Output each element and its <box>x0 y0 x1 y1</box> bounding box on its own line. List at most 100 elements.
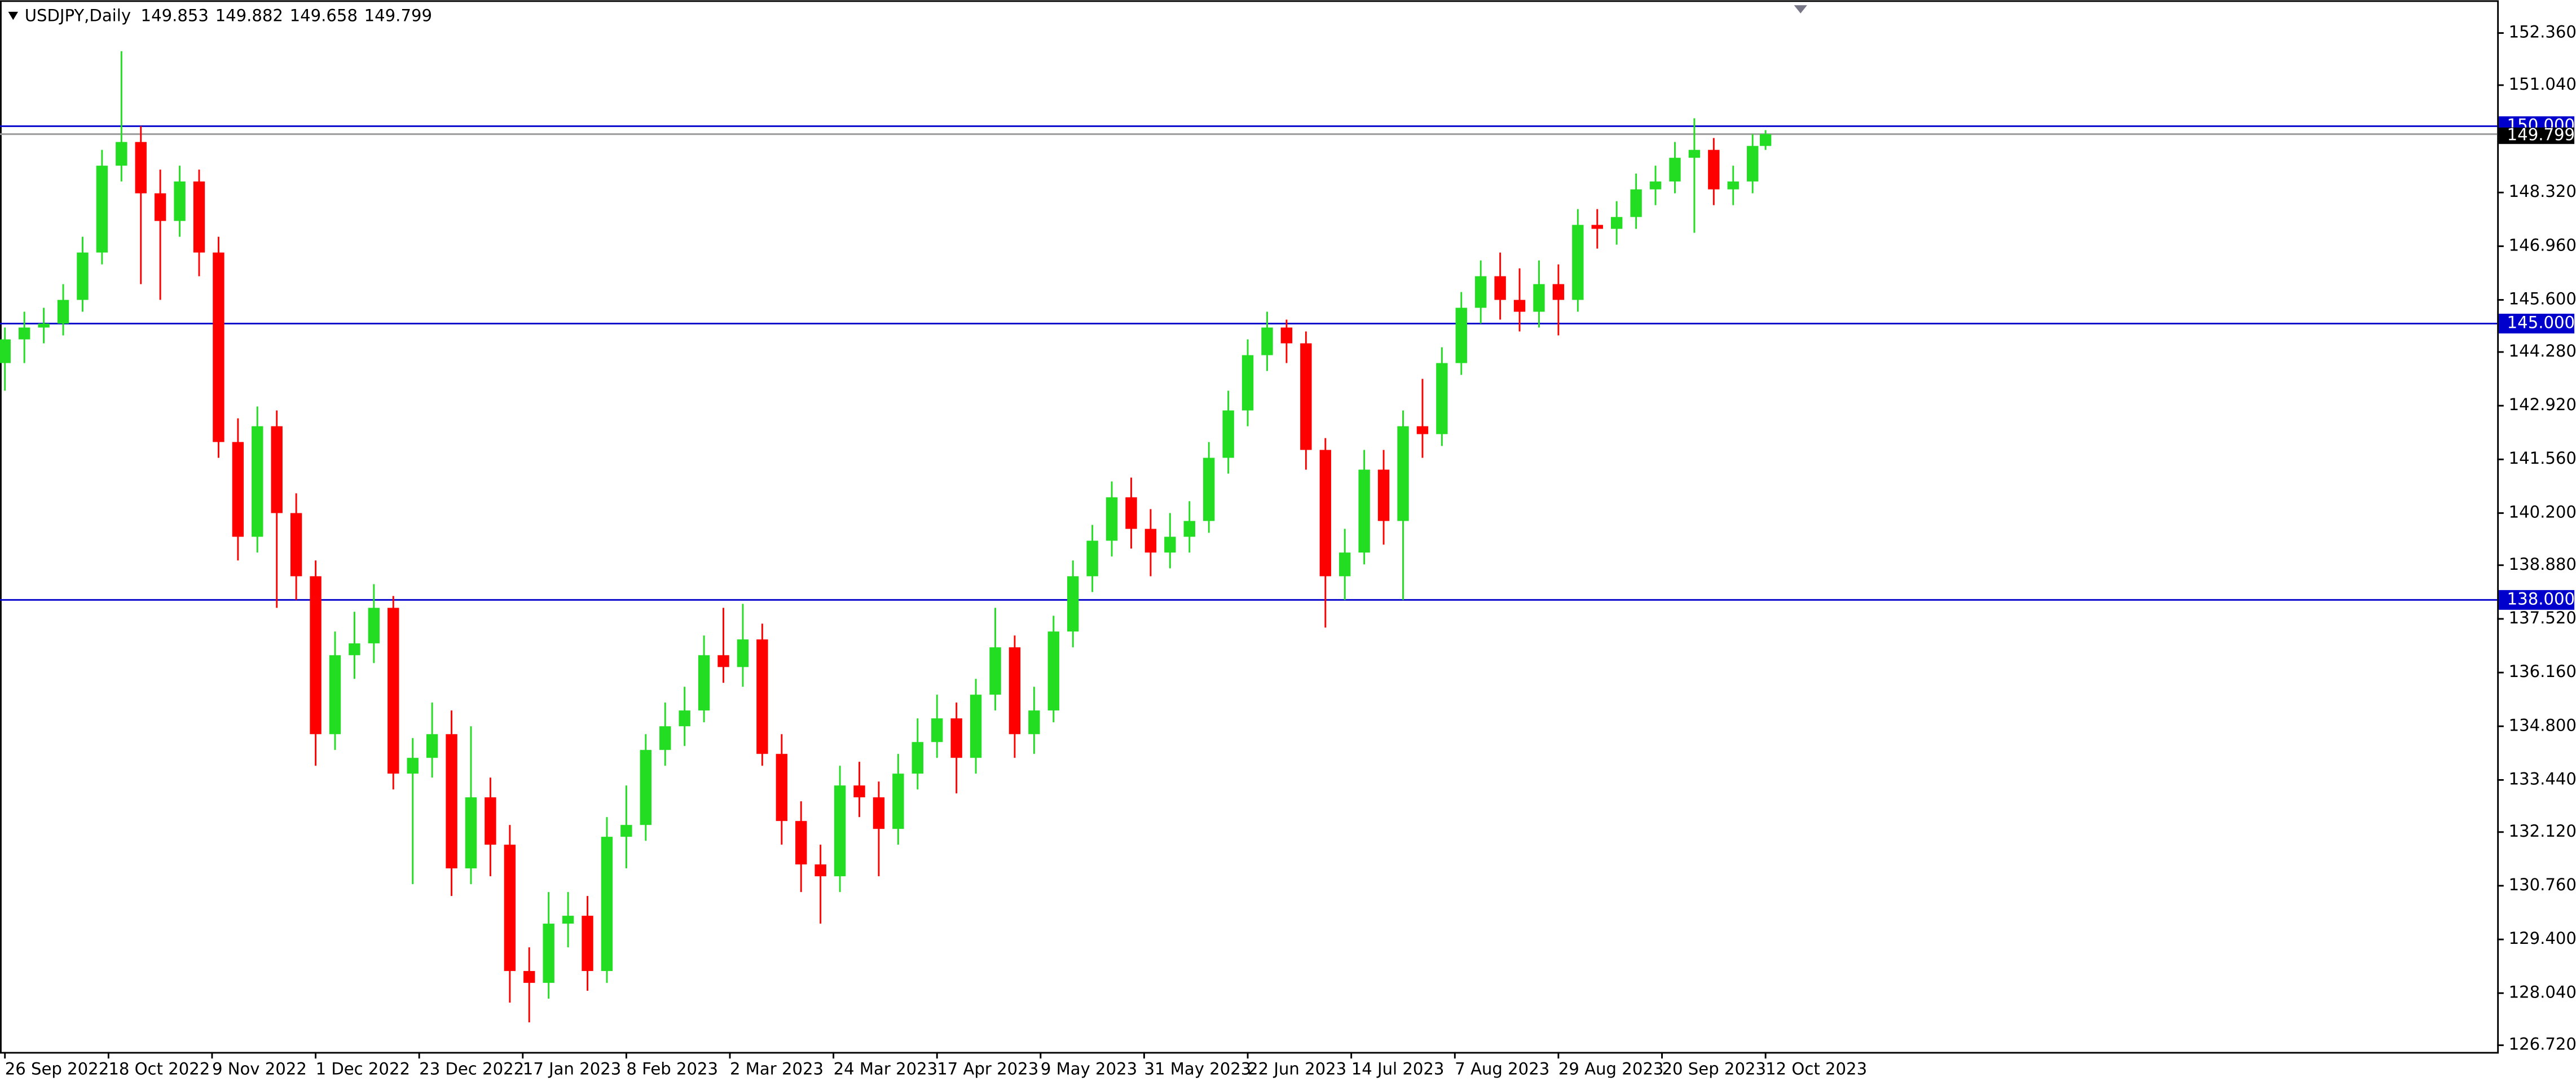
candle-body <box>853 785 865 798</box>
x-tick-label: 24 Mar 2023 <box>834 1060 938 1079</box>
candle-body <box>57 300 69 324</box>
x-tick-label: 23 Dec 2022 <box>419 1060 524 1079</box>
ohlc-close: 149.799 <box>364 6 432 25</box>
candle-body <box>1377 469 1390 521</box>
candle-body <box>1552 284 1565 300</box>
candle-body <box>931 718 943 742</box>
chart-header: USDJPY,Daily 149.853 149.882 149.658 149.799 <box>25 6 432 25</box>
candle-body <box>659 726 671 750</box>
x-tick-label: 12 Oct 2023 <box>1765 1060 1867 1079</box>
candle-body <box>873 797 885 829</box>
candle-body <box>1241 355 1254 411</box>
candle-body <box>38 323 50 328</box>
candle-body <box>814 864 826 877</box>
candle-body <box>1319 450 1331 577</box>
candle-body <box>154 193 166 221</box>
x-tick-label: 26 Sep 2022 <box>5 1060 109 1079</box>
candle-body <box>1630 189 1642 217</box>
candle-body <box>834 785 846 877</box>
candle-body <box>970 695 982 758</box>
candle-body <box>1611 217 1623 229</box>
x-tick-label: 14 Jul 2023 <box>1351 1060 1445 1079</box>
candle-body <box>1125 497 1137 529</box>
candle-body <box>1513 300 1526 312</box>
candle-body <box>1455 307 1467 363</box>
x-tick-label: 2 Mar 2023 <box>730 1060 824 1079</box>
level-label: 145.000 <box>2507 313 2575 332</box>
candle-body <box>1533 284 1545 312</box>
candle-body <box>310 576 322 735</box>
y-tick-label: 129.400 <box>2509 929 2576 948</box>
candle-body <box>892 773 904 829</box>
x-tick-label: 9 May 2023 <box>1041 1060 1137 1079</box>
candle-body <box>96 165 108 253</box>
x-tick-label: 9 Nov 2022 <box>212 1060 307 1079</box>
candle-body <box>795 821 807 865</box>
y-tick-label: 145.600 <box>2509 289 2576 309</box>
ohlc-high: 149.882 <box>215 6 283 25</box>
candle-body <box>989 647 1001 695</box>
candle-body <box>18 327 30 340</box>
level-label-box <box>2499 314 2575 334</box>
y-tick-label: 132.120 <box>2509 821 2576 841</box>
candle-body <box>911 742 924 774</box>
candle-body <box>1759 134 1772 146</box>
candle-body <box>1649 181 1662 190</box>
y-tick-label: 142.920 <box>2509 395 2576 414</box>
candle-body <box>1494 276 1506 300</box>
candle-body <box>1300 343 1312 450</box>
last-price-label: 149.799 <box>2507 125 2575 144</box>
candle-body <box>252 426 263 537</box>
candle-body <box>1746 146 1759 182</box>
shift-marker[interactable] <box>1794 5 1807 14</box>
x-tick-label: 31 May 2023 <box>1144 1060 1251 1079</box>
candle-body <box>1688 150 1701 158</box>
x-tick-label: 20 Sep 2023 <box>1662 1060 1767 1079</box>
y-tick-label: 134.800 <box>2509 715 2576 735</box>
candle-body <box>271 426 283 513</box>
y-tick-label: 126.720 <box>2509 1035 2576 1054</box>
candle-body <box>446 734 457 869</box>
y-tick-label: 137.520 <box>2509 608 2576 627</box>
candle-body <box>1047 631 1060 711</box>
candle-body <box>950 718 962 758</box>
candle-body <box>717 655 729 667</box>
candle-body <box>329 655 341 735</box>
x-tick-label: 1 Dec 2022 <box>316 1060 410 1079</box>
candle-body <box>1144 529 1157 553</box>
candle-body <box>776 754 788 821</box>
x-tick-label: 29 Aug 2023 <box>1558 1060 1663 1079</box>
candle-body <box>1009 647 1021 735</box>
ohlc-open: 149.853 <box>141 6 209 25</box>
candle-body <box>213 252 224 442</box>
candle-body <box>1028 710 1040 735</box>
x-tick-label: 8 Feb 2023 <box>626 1060 718 1079</box>
candle-body <box>1067 576 1079 632</box>
candle-body <box>1708 150 1720 190</box>
candle-body <box>1339 552 1351 577</box>
x-tick-label: 22 Jun 2023 <box>1248 1060 1346 1079</box>
candle-body <box>698 655 710 711</box>
candle-body <box>1727 181 1739 190</box>
candle-body <box>193 181 205 253</box>
y-tick-label: 136.160 <box>2509 662 2576 681</box>
menu-triangle[interactable] <box>8 11 19 20</box>
candle-body <box>523 971 535 983</box>
y-tick-label: 140.200 <box>2509 502 2576 521</box>
y-tick-label: 146.960 <box>2509 235 2576 254</box>
y-tick-label: 128.040 <box>2509 982 2576 1001</box>
candle-body <box>1416 426 1429 434</box>
candle-body <box>174 181 186 221</box>
candle-body <box>504 845 516 972</box>
candle-body <box>1086 540 1098 577</box>
x-tick-label: 7 Aug 2023 <box>1455 1060 1549 1079</box>
symbol: USDJPY,Daily <box>25 6 131 25</box>
candle-body <box>737 639 749 667</box>
candle-body <box>407 758 419 774</box>
ohlc-low: 149.658 <box>290 6 358 25</box>
candle-body <box>349 643 360 656</box>
x-tick-label: 17 Jan 2023 <box>523 1060 622 1079</box>
candle-body <box>1358 469 1370 553</box>
